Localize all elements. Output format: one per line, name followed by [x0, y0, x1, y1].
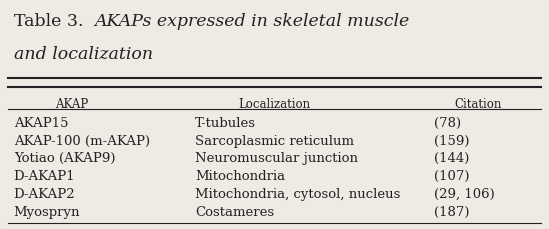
Text: Costameres: Costameres [195, 206, 274, 218]
Text: (78): (78) [434, 117, 461, 130]
Text: Mitochondria, cytosol, nucleus: Mitochondria, cytosol, nucleus [195, 188, 400, 201]
Text: (107): (107) [434, 170, 469, 183]
Text: D-AKAP1: D-AKAP1 [14, 170, 75, 183]
Text: AKAP15: AKAP15 [14, 117, 68, 130]
Text: Mitochondria: Mitochondria [195, 170, 285, 183]
Text: Yotiao (AKAP9): Yotiao (AKAP9) [14, 152, 115, 165]
Text: AKAP: AKAP [55, 98, 88, 111]
Text: Citation: Citation [454, 98, 501, 111]
Text: AKAPs expressed in skeletal muscle: AKAPs expressed in skeletal muscle [94, 13, 410, 30]
Text: T-tubules: T-tubules [195, 117, 256, 130]
Text: Myospryn: Myospryn [14, 206, 80, 218]
Text: D-AKAP2: D-AKAP2 [14, 188, 75, 201]
Text: AKAP-100 (m-AKAP): AKAP-100 (m-AKAP) [14, 135, 150, 147]
Text: (187): (187) [434, 206, 469, 218]
Text: Neuromuscular junction: Neuromuscular junction [195, 152, 358, 165]
Text: Sarcoplasmic reticulum: Sarcoplasmic reticulum [195, 135, 354, 147]
Text: (29, 106): (29, 106) [434, 188, 495, 201]
Text: (144): (144) [434, 152, 469, 165]
Text: Localization: Localization [238, 98, 311, 111]
Text: (159): (159) [434, 135, 469, 147]
Text: Table 3.: Table 3. [14, 13, 94, 30]
Text: and localization: and localization [14, 46, 153, 63]
